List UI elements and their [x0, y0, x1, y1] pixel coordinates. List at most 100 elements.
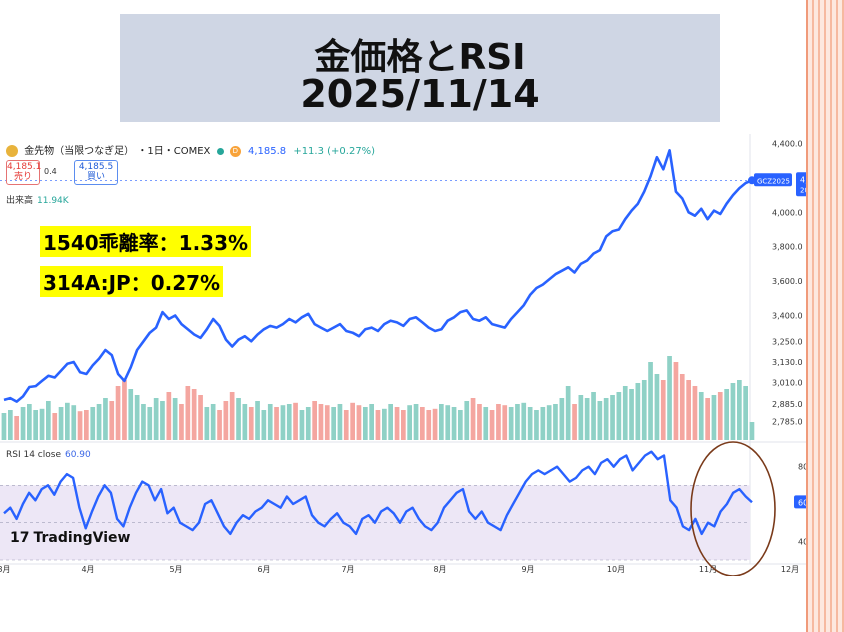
volume-bar	[686, 380, 691, 440]
volume-bar	[515, 404, 520, 440]
highlight-deviation: 1540乖離率：1.33%	[40, 226, 252, 257]
volume-bar	[660, 380, 666, 440]
volume-bar	[46, 401, 51, 440]
delayed-badge: D	[229, 145, 241, 157]
volume-bar	[299, 410, 305, 440]
spread-value: 0.4	[44, 167, 57, 176]
tv-logo-text: TradingView	[33, 530, 131, 546]
header-price: 4,185.8	[247, 146, 287, 157]
volume-bar	[622, 386, 628, 440]
price-line[interactable]	[3, 149, 753, 403]
volume-bar	[375, 410, 381, 440]
volume-bar	[217, 410, 222, 440]
volume-bar	[496, 404, 501, 440]
volume-bar	[458, 410, 463, 440]
price-tick-label: 3,010.0	[772, 379, 803, 388]
volume-bar	[274, 407, 279, 440]
rsi-value-tag	[794, 495, 806, 509]
market-status-icon	[216, 147, 224, 155]
volume-bar	[134, 395, 140, 440]
volume-bar	[388, 404, 393, 440]
volume-bar	[14, 416, 19, 440]
rsi-label: RSI 14 close	[6, 450, 61, 460]
volume-bar	[667, 356, 672, 440]
volume-bar	[445, 405, 451, 440]
volume-bar	[413, 404, 419, 440]
volume-bar	[350, 402, 355, 440]
volume-bar	[58, 407, 64, 440]
volume-bar	[717, 392, 723, 440]
volume-bar	[426, 410, 432, 440]
sell-label: 売り	[13, 172, 32, 182]
rsi-line[interactable]	[3, 450, 753, 536]
price-tick-label: 3,250.0	[772, 337, 803, 346]
price-tick-label: 3,400.0	[772, 312, 803, 321]
volume-bar	[743, 386, 748, 440]
gold-icon	[6, 145, 18, 157]
symbol-header[interactable]: 金先物（当限つなぎ足） ・1日・COMEX D 4,185.8 +11.3 (+…	[6, 142, 375, 157]
interval-exchange[interactable]: ・1日・COMEX	[137, 146, 211, 157]
volume-bar	[191, 389, 197, 440]
annotation-circle	[690, 441, 776, 576]
volume-bar	[90, 407, 96, 440]
volume-bar	[229, 392, 235, 440]
rsi-legend[interactable]: RSI 14 close 60.90	[6, 450, 91, 460]
volume-value: 11.94K	[37, 196, 69, 206]
ticker-tag	[754, 173, 792, 187]
volume-bar	[584, 398, 590, 440]
volume-bar	[236, 398, 241, 440]
volume-label: 出来高	[6, 196, 34, 206]
volume-bar	[591, 392, 596, 440]
time-tick-label: 12月	[781, 565, 799, 574]
slide-title: 金価格とRSI	[314, 37, 526, 78]
sell-button[interactable]: 4,185.1 売り	[6, 160, 41, 185]
volume-bar	[572, 404, 577, 440]
time-tick-label: 5月	[169, 565, 182, 574]
volume-bar	[432, 408, 438, 440]
volume-bar	[179, 404, 184, 440]
volume-bar	[267, 404, 273, 440]
buy-button[interactable]: 4,185.5 買い	[74, 160, 118, 185]
chart-svg[interactable]: 4,400.0 4,000.0 3,800.0 3,600.0 3,400.0 3,250…	[0, 134, 806, 576]
volume-bar	[141, 404, 146, 440]
symbol-name[interactable]: 金先物（当限つなぎ足）	[24, 146, 135, 157]
volume-bar	[578, 395, 584, 440]
volume-bar	[318, 404, 324, 440]
time-tick-label: 4月	[81, 565, 94, 574]
volume-bar	[286, 404, 292, 440]
volume-bar	[331, 407, 336, 440]
volume-bar	[641, 380, 647, 440]
header-change: +11.3 (+0.27%)	[293, 146, 376, 157]
volume-bar	[597, 401, 603, 440]
volume-bar	[553, 404, 558, 440]
time-tick-label: 10月	[607, 565, 625, 574]
volume-bar	[52, 413, 58, 440]
volume-bar	[610, 395, 615, 440]
time-tick-label: 7月	[341, 565, 354, 574]
volume-bar	[147, 407, 153, 440]
volume-bar	[172, 398, 178, 440]
tradingview-logo[interactable]: 17 TradingView	[10, 530, 130, 546]
rsi-tick-label: 60.90	[798, 498, 806, 507]
volume-bar	[698, 392, 704, 440]
volume-bar	[103, 398, 108, 440]
title-box: 金価格とRSI 2025/11/14	[120, 14, 720, 122]
volume-bar	[711, 395, 717, 440]
volume-bar	[160, 401, 165, 440]
volume-legend[interactable]: 出来高 11.94K	[6, 193, 69, 206]
volume-bar	[654, 374, 660, 440]
price-tick-label: 4,000.0	[772, 208, 803, 217]
countdown-label: 20:46:04	[800, 186, 806, 194]
price-tick-label: 2,785.0	[772, 417, 803, 426]
volume-bar	[8, 410, 13, 440]
volume-bar	[312, 401, 317, 440]
volume-bar	[616, 392, 622, 440]
volume-bar	[27, 404, 32, 440]
volume-bar	[1, 413, 7, 440]
volume-bar	[635, 383, 641, 440]
volume-bar	[382, 408, 387, 440]
slide-date: 2025/11/14	[300, 72, 540, 116]
volume-bar	[692, 386, 698, 440]
volume-bar	[540, 407, 546, 440]
volume-bar	[77, 411, 83, 440]
